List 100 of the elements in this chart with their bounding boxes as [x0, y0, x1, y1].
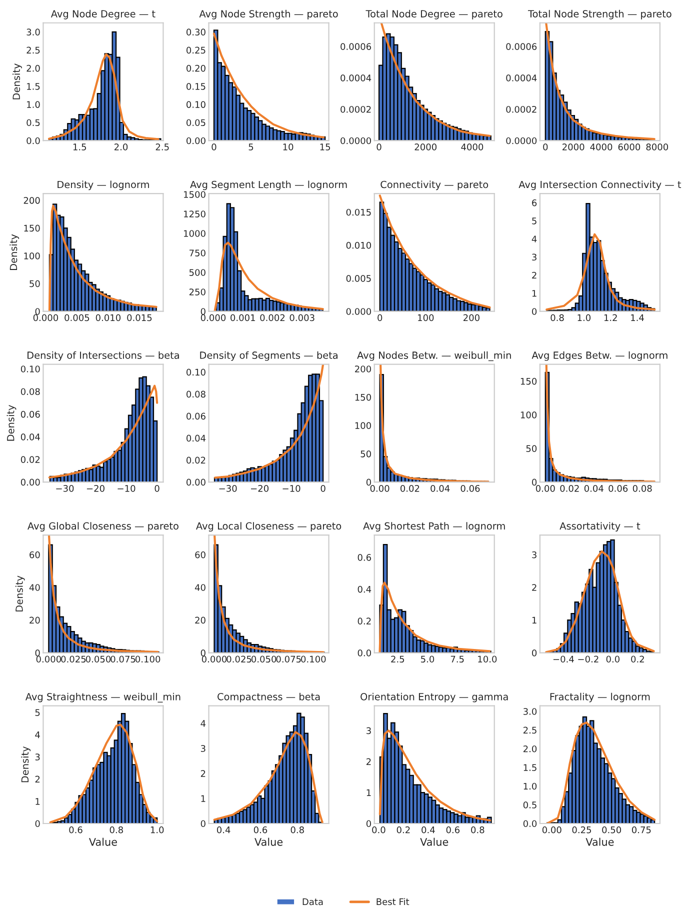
x-tick-label: 8000: [646, 144, 668, 150]
y-tick-label: 3: [366, 727, 371, 734]
x-tick-label: 4000: [590, 144, 612, 150]
x-tick-label: 0.075: [110, 656, 136, 663]
y-tick-label: 0: [366, 478, 371, 486]
chart-title: Avg Straightness — weibull_min: [25, 692, 180, 702]
x-tick-label: 0.003: [290, 314, 314, 322]
y-tick-label: 3.0: [26, 28, 40, 36]
y-tick-label: 0: [35, 650, 40, 656]
y-tick-label: 0.0000: [506, 137, 537, 144]
x-tick-label: 0: [378, 314, 382, 322]
x-tick-label: 6000: [618, 144, 640, 150]
y-tick-label: 1250: [184, 210, 206, 218]
y-tick-label: 0.04: [186, 434, 206, 442]
x-tick-label: 1.0: [150, 826, 164, 834]
x-tick-label: 2.0: [114, 144, 128, 150]
y-tick-label: 0.0000: [340, 137, 371, 144]
x-tick-label: 10: [283, 144, 294, 150]
x-tick-label: 100: [418, 314, 434, 322]
chart-title: Compactness — beta: [218, 692, 320, 702]
y-tick-label: 0.010: [346, 242, 371, 249]
x-tick-label: 0.06: [608, 484, 628, 492]
x-tick-label: 0.8: [110, 826, 123, 834]
y-tick-label: 5: [532, 218, 536, 224]
x-tick-label: 0.6: [446, 826, 460, 834]
x-tick-label: 0.8: [471, 826, 484, 834]
y-tick-label: 0.10: [186, 368, 206, 376]
chart-title: Fractality — lognorm: [550, 692, 650, 702]
y-tick-label: 60: [195, 551, 206, 558]
chart-title: Avg Node Strength — pareto: [199, 10, 338, 20]
y-tick-label: 50: [360, 450, 371, 458]
y-tick-label: 0.5: [26, 119, 40, 126]
y-tick-label: 200: [24, 196, 40, 204]
y-tick-label: 1000: [184, 230, 206, 237]
chart-title: Total Node Strength — pareto: [528, 10, 672, 20]
x-tick-label: 0.8: [290, 826, 304, 834]
y-tick-label: 0.005: [346, 274, 371, 282]
chart-title: Density — lognorm: [58, 180, 149, 190]
y-tick-label: 2.5: [26, 46, 40, 54]
y-tick-label: 4: [200, 720, 206, 727]
y-tick-label: 0.0004: [340, 74, 372, 82]
y-tick-label: 100: [520, 412, 537, 418]
x-tick-label: 5: [248, 144, 254, 150]
y-tick-label: 0: [200, 820, 206, 828]
y-tick-label: 0: [366, 820, 371, 828]
x-tick-label: 0.04: [430, 484, 450, 492]
x-tick-label: 0.015: [127, 314, 152, 322]
x-tick-label: 0.6: [69, 826, 82, 834]
x-tick-label: 0.8: [550, 314, 564, 322]
y-tick-label: 0.6: [358, 554, 372, 561]
y-tick-label: 150: [520, 378, 537, 385]
chart-title: Avg Nodes Betw. — weibull_min: [357, 351, 511, 362]
chart-title: Avg Node Degree — t: [50, 10, 156, 20]
x-tick-label: −10: [118, 484, 136, 492]
x-tick-label: 0.050: [86, 656, 111, 663]
x-tick-label: 4000: [461, 144, 484, 150]
chart-title: Avg Global Closeness — pareto: [28, 522, 178, 532]
x-axis-title: Value: [586, 838, 614, 846]
y-tick-label: 1.5: [524, 764, 536, 771]
x-tick-label: 1.0: [578, 314, 591, 322]
y-tick-label: 0.00: [20, 478, 40, 486]
y-tick-label: 1: [532, 290, 536, 297]
x-tick-label: 0: [154, 484, 160, 492]
chart-title: Avg Shortest Path — lognorm: [363, 522, 505, 532]
x-tick-label: 15: [320, 144, 330, 150]
y-tick-label: 0: [532, 308, 537, 315]
y-tick-label: 0.20: [186, 64, 206, 72]
y-tick-label: 3: [532, 254, 536, 261]
x-tick-label: 2.5: [156, 144, 169, 150]
y-axis-title: Density: [15, 576, 25, 612]
x-tick-label: 10.0: [478, 656, 497, 663]
chart-title: Density of Intersections — beta: [28, 351, 179, 361]
y-tick-label: 6: [532, 199, 537, 206]
x-tick-label: 0.025: [226, 656, 252, 663]
y-tick-label: 1: [201, 795, 206, 802]
y-tick-label: 50: [30, 280, 40, 288]
y-tick-label: 3.0: [524, 708, 537, 715]
y-tick-label: 40: [194, 584, 206, 591]
y-tick-label: 0: [35, 308, 40, 315]
y-tick-label: 0.15: [186, 83, 206, 90]
y-tick-label: 3: [200, 745, 206, 752]
y-tick-label: 0.0006: [340, 43, 372, 50]
y-tick-label: 0.2: [358, 618, 371, 625]
y-tick-label: 60: [30, 551, 40, 558]
x-tick-label: 1.5: [73, 144, 86, 150]
y-tick-label: 100: [24, 252, 40, 260]
x-tick-label: 5.0: [421, 656, 434, 663]
x-tick-label: −0.2: [578, 656, 598, 663]
x-tick-label: 2000: [414, 144, 437, 150]
x-tick-label: −0.4: [553, 656, 574, 663]
chart-title: Total Node Degree — pareto: [366, 10, 502, 20]
chart-title: Orientation Entropy — gamma: [360, 692, 508, 702]
x-tick-label: 0.06: [460, 484, 480, 492]
x-tick-label: 2000: [562, 144, 584, 150]
y-tick-label: 0.06: [20, 410, 40, 418]
x-tick-label: 1.2: [604, 314, 617, 321]
x-tick-label: 0.6: [254, 826, 268, 834]
chart-title: Connectivity — pareto: [380, 180, 488, 190]
x-tick-label: 0.25: [572, 826, 591, 834]
x-tick-label: 0.025: [61, 656, 86, 663]
